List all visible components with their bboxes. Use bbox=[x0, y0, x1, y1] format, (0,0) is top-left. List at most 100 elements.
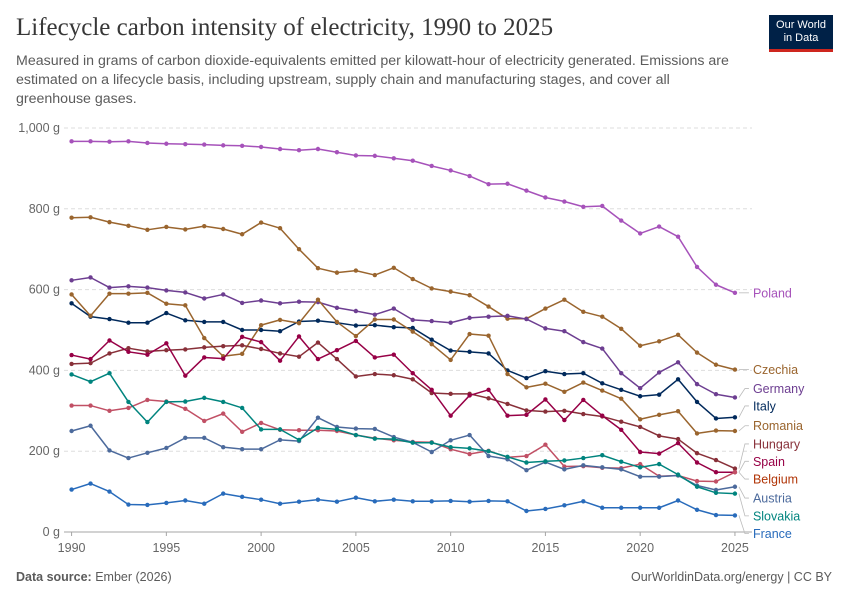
x-axis: 1990 1995 2000 2005 2010 2015 2020 2025 bbox=[58, 532, 749, 555]
data-point bbox=[486, 396, 491, 401]
data-point bbox=[562, 458, 567, 463]
data-point bbox=[581, 339, 586, 345]
series-france[interactable] bbox=[69, 481, 738, 518]
data-point bbox=[656, 412, 662, 418]
series-label-romania[interactable]: Romania bbox=[753, 419, 803, 433]
series-label-czechia[interactable]: Czechia bbox=[753, 363, 798, 377]
data-point bbox=[221, 143, 226, 148]
credit-link[interactable]: OurWorldinData.org/energy | CC BY bbox=[630, 570, 832, 584]
data-point bbox=[315, 265, 321, 271]
data-point bbox=[107, 338, 112, 343]
series-germany[interactable] bbox=[69, 275, 738, 400]
data-point bbox=[562, 389, 567, 395]
label-connector bbox=[738, 515, 749, 535]
owid-logo[interactable]: Our World in Data bbox=[769, 15, 833, 52]
data-point bbox=[637, 474, 643, 479]
series-slovakia[interactable] bbox=[69, 371, 738, 496]
series-poland[interactable] bbox=[69, 139, 738, 296]
series-label-italy[interactable]: Italy bbox=[753, 399, 777, 413]
x-tick-label: 2005 bbox=[342, 541, 370, 555]
data-point bbox=[183, 399, 188, 404]
data-point bbox=[239, 232, 245, 237]
data-point bbox=[315, 425, 321, 430]
series-austria[interactable] bbox=[69, 415, 738, 493]
data-point bbox=[145, 290, 150, 296]
data-point bbox=[410, 329, 415, 334]
data-point bbox=[183, 406, 188, 411]
series-line bbox=[71, 216, 736, 371]
data-point bbox=[164, 288, 169, 293]
data-point bbox=[183, 290, 188, 295]
data-point bbox=[277, 225, 283, 231]
data-point bbox=[107, 291, 112, 296]
data-point bbox=[467, 446, 472, 451]
data-point bbox=[524, 412, 529, 418]
series-line bbox=[71, 341, 736, 470]
data-point bbox=[543, 397, 548, 402]
data-source-value[interactable]: Ember (2026) bbox=[95, 570, 172, 584]
data-point bbox=[675, 332, 681, 338]
data-point bbox=[524, 385, 529, 390]
data-point bbox=[637, 424, 643, 430]
data-point bbox=[410, 440, 415, 445]
data-point bbox=[486, 181, 491, 187]
data-point bbox=[315, 497, 321, 502]
data-point bbox=[164, 341, 169, 346]
data-point bbox=[732, 484, 738, 489]
data-point bbox=[183, 373, 188, 378]
data-point bbox=[221, 491, 226, 496]
data-point bbox=[372, 426, 378, 432]
data-point bbox=[581, 411, 586, 417]
x-tick-label: 2015 bbox=[532, 541, 560, 555]
data-point bbox=[164, 500, 169, 506]
data-point bbox=[221, 411, 226, 416]
data-point bbox=[467, 432, 472, 438]
data-point bbox=[467, 393, 472, 398]
series-italy[interactable] bbox=[69, 301, 738, 421]
x-tick-label: 2025 bbox=[721, 541, 749, 555]
data-point bbox=[675, 409, 681, 414]
data-point bbox=[581, 463, 586, 468]
series-label-austria[interactable]: Austria bbox=[753, 492, 792, 506]
series-czechia[interactable] bbox=[69, 215, 738, 372]
data-point bbox=[410, 377, 415, 382]
series-label-hungary[interactable]: Hungary bbox=[753, 437, 801, 451]
series-label-belgium[interactable]: Belgium bbox=[753, 473, 798, 487]
y-tick-label: 200 g bbox=[29, 444, 60, 458]
data-point bbox=[372, 355, 378, 360]
data-point bbox=[543, 326, 548, 331]
data-point bbox=[732, 491, 738, 496]
data-point bbox=[391, 156, 396, 161]
data-point bbox=[202, 501, 207, 506]
data-point bbox=[543, 409, 548, 414]
series-spain[interactable] bbox=[69, 334, 738, 475]
data-point bbox=[239, 405, 245, 411]
series-romania[interactable] bbox=[69, 290, 738, 436]
data-point bbox=[107, 316, 112, 322]
data-point bbox=[277, 317, 283, 323]
data-point bbox=[448, 289, 453, 294]
series-label-slovakia[interactable]: Slovakia bbox=[753, 509, 800, 523]
series-label-france[interactable]: France bbox=[753, 527, 792, 541]
data-point bbox=[334, 427, 340, 432]
data-point bbox=[562, 199, 567, 204]
data-point bbox=[391, 265, 396, 270]
data-point bbox=[486, 387, 491, 392]
data-point bbox=[713, 282, 719, 287]
series-label-spain[interactable]: Spain bbox=[753, 455, 785, 469]
data-point bbox=[145, 320, 150, 325]
series-label-poland[interactable]: Poland bbox=[753, 286, 792, 300]
data-point bbox=[524, 408, 529, 413]
data-point bbox=[258, 446, 264, 452]
series-label-germany[interactable]: Germany bbox=[753, 382, 805, 396]
series-line bbox=[71, 372, 735, 495]
data-point bbox=[334, 356, 340, 362]
series-line bbox=[71, 276, 736, 399]
data-point bbox=[221, 356, 226, 361]
data-point bbox=[107, 408, 112, 413]
y-tick-label: 400 g bbox=[29, 363, 60, 377]
data-point bbox=[656, 461, 662, 467]
data-point bbox=[600, 505, 605, 510]
label-connector bbox=[738, 471, 749, 480]
